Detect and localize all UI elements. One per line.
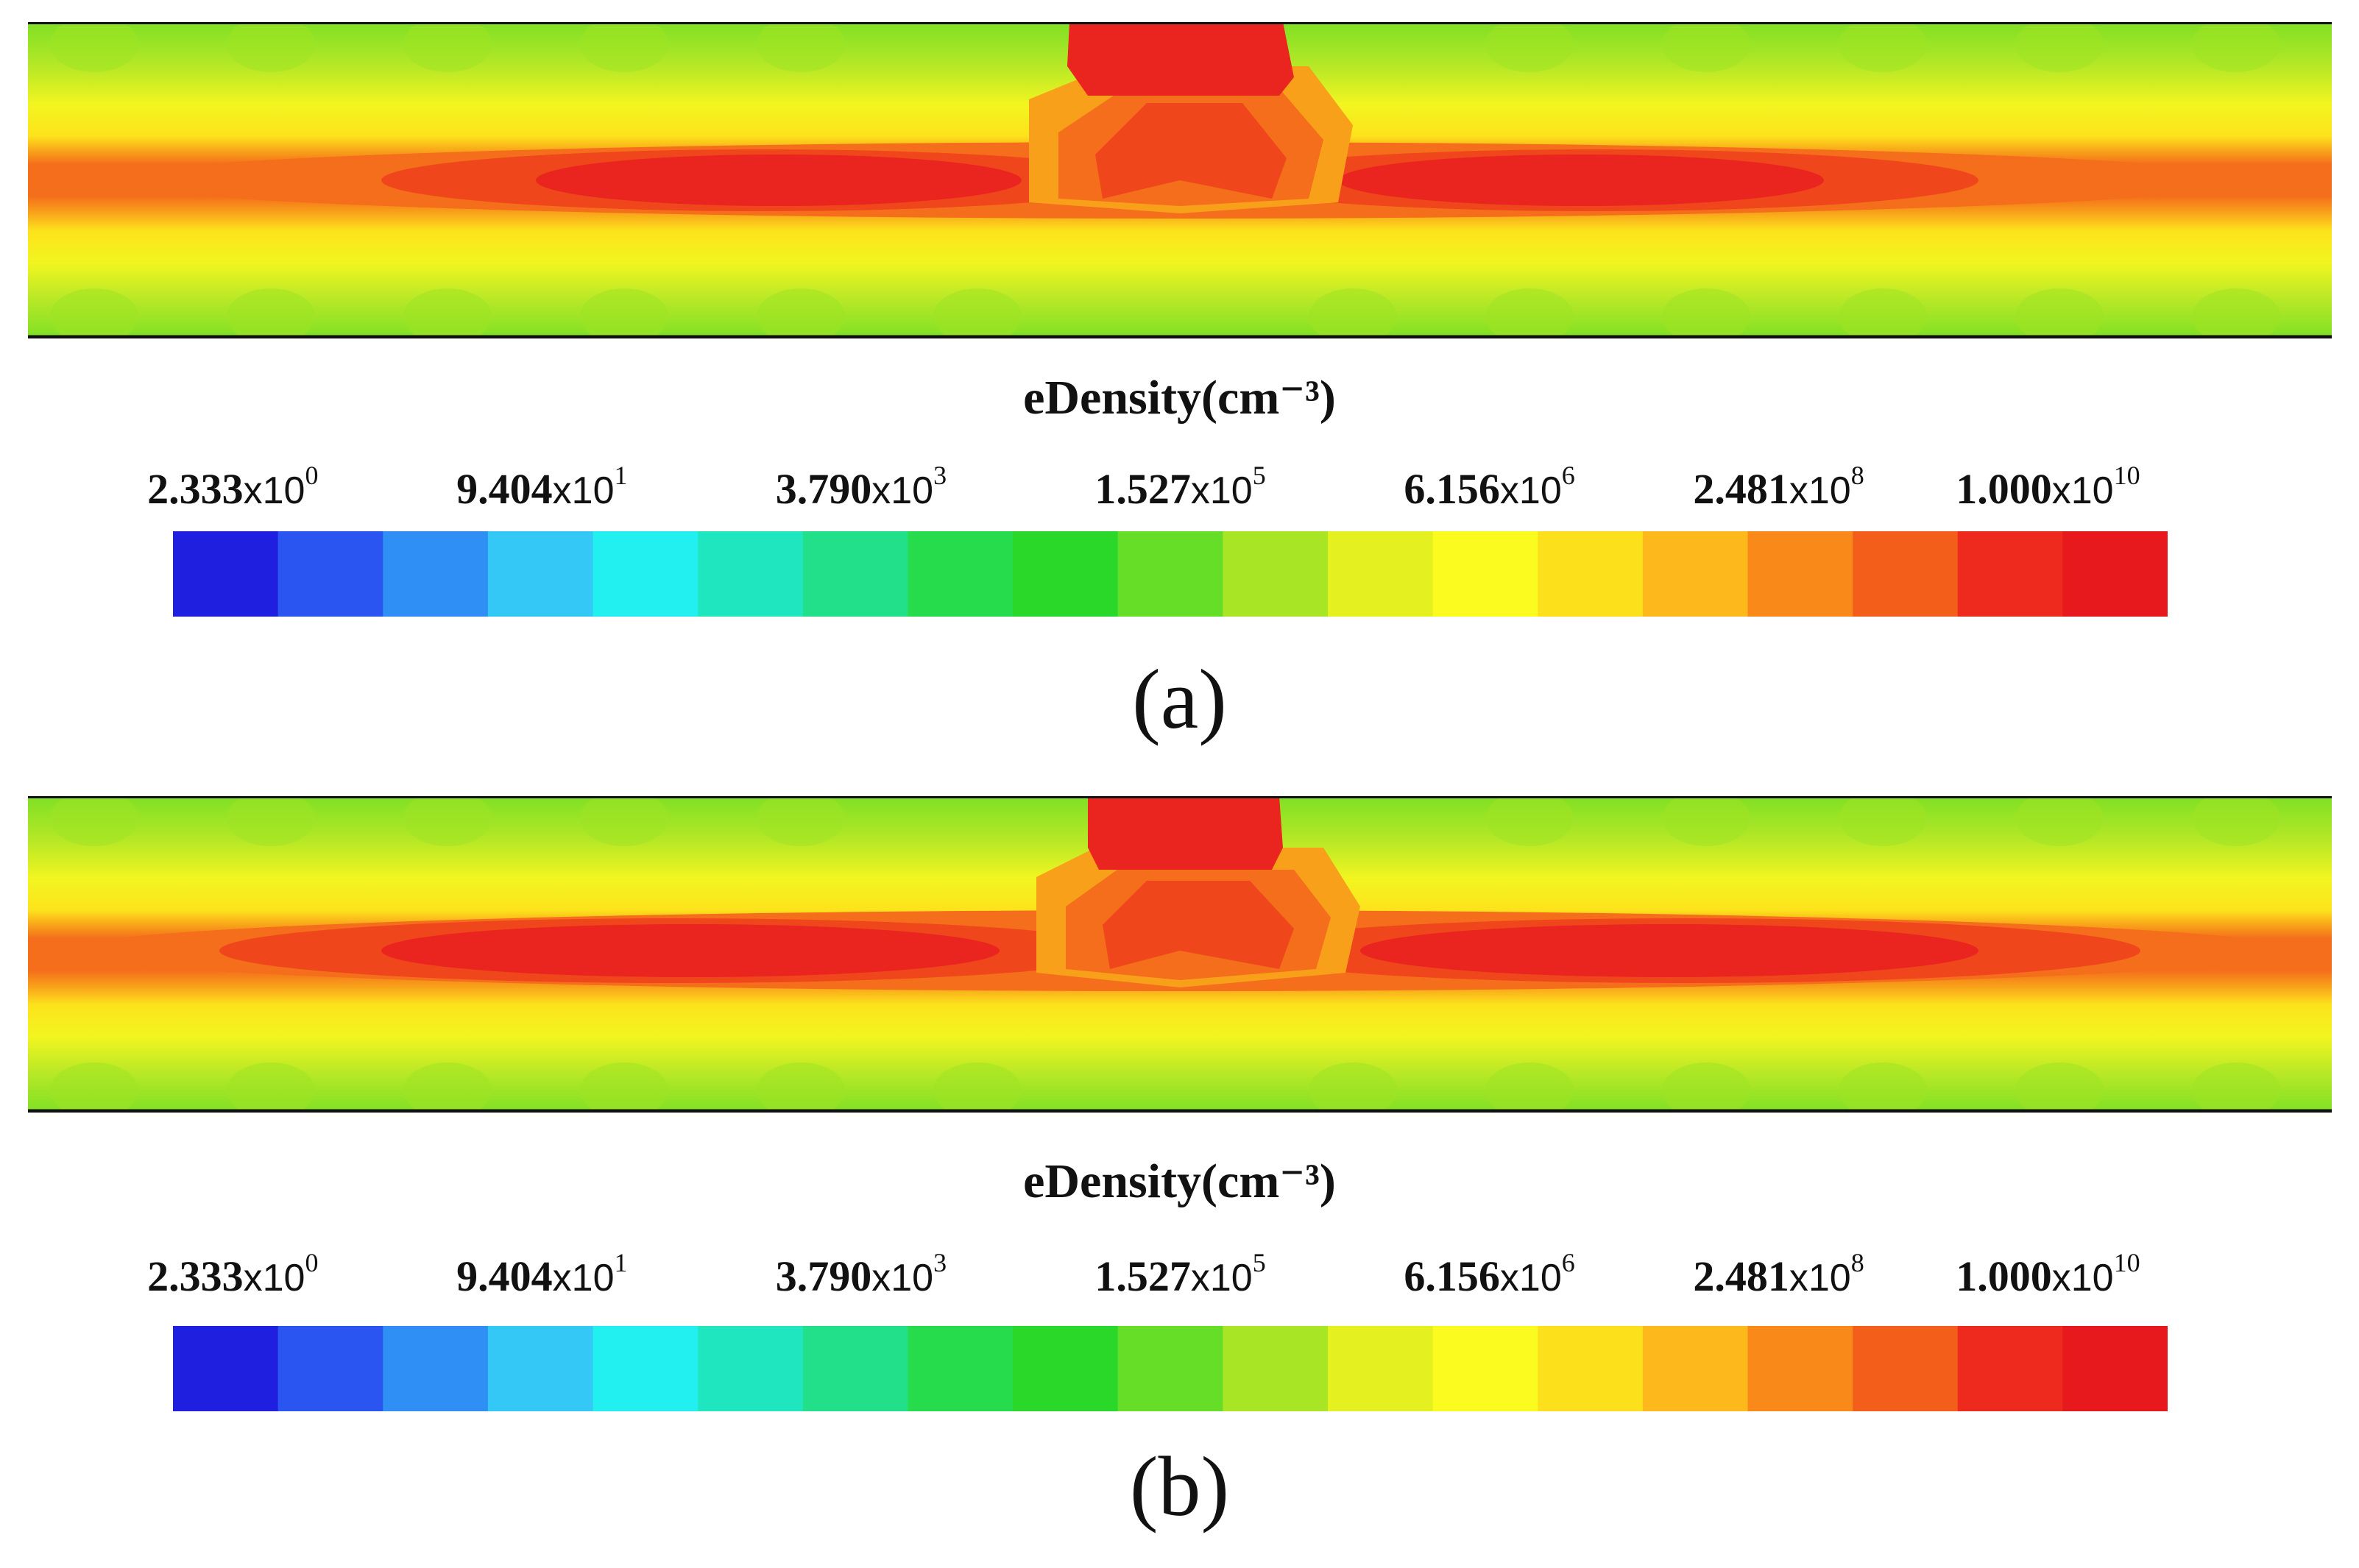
colorbar-swatch <box>1538 531 1644 617</box>
colorbar-swatch <box>277 1326 384 1411</box>
colorbar-swatch <box>1747 1326 1854 1411</box>
colorbar-swatch <box>593 1326 699 1411</box>
tick-label: 1.527x105 <box>1094 461 1266 513</box>
colorbar-swatch <box>1747 531 1854 617</box>
colorbar-swatch <box>1538 1326 1644 1411</box>
colorbar-swatch <box>908 531 1014 617</box>
colorbar-swatch <box>383 1326 489 1411</box>
colorbar-swatch <box>1117 531 1224 617</box>
colorbar-title-a: eDensity(cm⁻³) <box>1023 371 1336 425</box>
colorbar-swatch <box>277 531 384 617</box>
tick-label: 2.481x108 <box>1693 1248 1864 1300</box>
colorbar-swatch <box>1642 531 1749 617</box>
colorbar-a <box>173 531 2168 617</box>
colorbar-b <box>173 1326 2168 1411</box>
colorbar-swatch <box>1327 1326 1434 1411</box>
colorbar-ticks-a: 2.333x100 9.404x101 3.790x103 1.527x105 … <box>147 460 2168 513</box>
colorbar-swatch <box>1432 531 1539 617</box>
colorbar-swatch <box>383 531 489 617</box>
colorbar-swatch <box>1223 1326 1329 1411</box>
colorbar-swatch <box>1432 1326 1539 1411</box>
tick-label: 2.481x108 <box>1693 461 1864 513</box>
colorbar-swatch <box>1642 1326 1749 1411</box>
colorbar-swatch <box>1327 531 1434 617</box>
colorbar-swatch <box>802 531 909 617</box>
tick-label: 1.527x105 <box>1094 1248 1266 1300</box>
colorbar-swatch <box>1013 531 1119 617</box>
tick-label: 9.404x101 <box>456 1248 628 1300</box>
colorbar-swatch <box>1957 531 2064 617</box>
colorbar-swatch <box>1853 1326 1959 1411</box>
colorbar-swatch <box>1117 1326 1224 1411</box>
colorbar-swatch <box>802 1326 909 1411</box>
contour-plot-b <box>28 796 2332 1113</box>
tick-label: 6.156x106 <box>1404 461 1575 513</box>
caption-b: (b) <box>1129 1440 1230 1534</box>
colorbar-swatch <box>1853 531 1959 617</box>
colorbar-title-b: eDensity(cm⁻³) <box>1023 1154 1336 1208</box>
tick-label: 3.790x103 <box>775 1248 947 1300</box>
colorbar-swatch <box>173 531 279 617</box>
tick-label: 3.790x103 <box>775 461 947 513</box>
tick-label: 1.000x1010 <box>1956 1248 2140 1300</box>
colorbar-ticks-b: 2.333x100 9.404x101 3.790x103 1.527x105 … <box>147 1247 2168 1300</box>
colorbar-swatch <box>173 1326 279 1411</box>
tick-label: 2.333x100 <box>147 461 319 513</box>
tick-label: 6.156x106 <box>1404 1248 1575 1300</box>
colorbar-swatch <box>1223 531 1329 617</box>
colorbar-swatch <box>593 531 699 617</box>
colorbar-swatch <box>487 531 594 617</box>
colorbar-swatch <box>698 531 804 617</box>
colorbar-swatch <box>2062 531 2168 617</box>
tick-label: 2.333x100 <box>147 1248 319 1300</box>
caption-a: (a) <box>1132 653 1227 747</box>
colorbar-swatch <box>1013 1326 1119 1411</box>
colorbar-swatch <box>2062 1326 2168 1411</box>
tick-label: 1.000x1010 <box>1956 461 2140 513</box>
colorbar-swatch <box>908 1326 1014 1411</box>
colorbar-swatch <box>487 1326 594 1411</box>
contour-plot-a <box>28 22 2332 338</box>
colorbar-swatch <box>1957 1326 2064 1411</box>
colorbar-swatch <box>698 1326 804 1411</box>
tick-label: 9.404x101 <box>456 461 628 513</box>
